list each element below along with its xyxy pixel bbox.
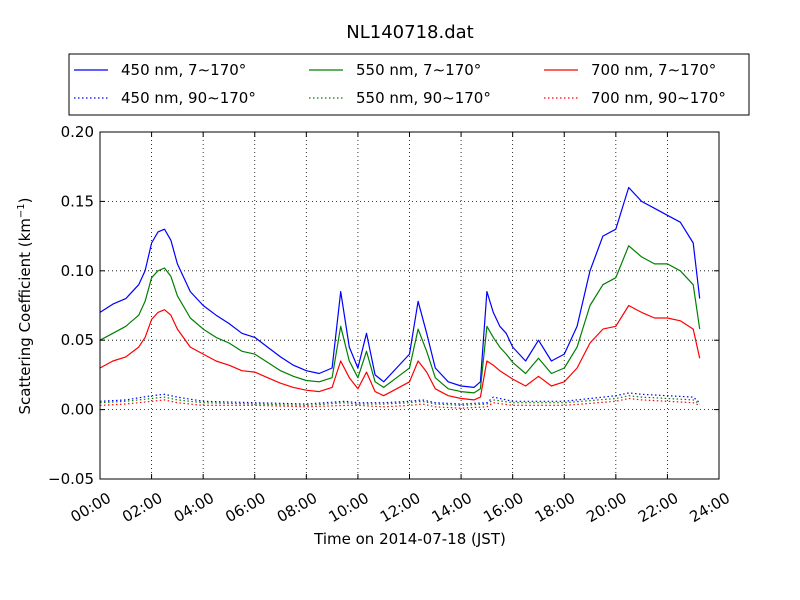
legend-box bbox=[68, 53, 750, 116]
series-lines bbox=[99, 186, 701, 409]
legend-label: 450 nm, 7∼170° bbox=[121, 61, 246, 79]
series-line-2 bbox=[99, 304, 701, 401]
legend: 450 nm, 7∼170° 450 nm, 90∼170° 550 nm, 7∼1… bbox=[68, 53, 750, 116]
y-axis-label-superscript: −1 bbox=[16, 203, 27, 218]
y-tick-label: 0.05 bbox=[61, 331, 94, 349]
y-axis-label: Scattering Coefficient (km−1) bbox=[16, 197, 34, 414]
y-tick-labels: −0.05 0.00 0.05 0.10 0.15 0.20 bbox=[48, 123, 94, 488]
axis-ticks bbox=[99, 131, 720, 480]
y-tick-label: 0.20 bbox=[61, 123, 94, 141]
y-tick-label: 0.15 bbox=[61, 192, 94, 210]
x-axis-label: Time on 2014-07-18 (JST) bbox=[313, 530, 506, 548]
chart-title: NL140718.dat bbox=[346, 22, 473, 43]
y-tick-label: 0.10 bbox=[61, 262, 94, 280]
legend-label: 700 nm, 90∼170° bbox=[591, 89, 726, 107]
series-line-1 bbox=[99, 245, 701, 394]
y-tick-label: 0.00 bbox=[61, 401, 94, 419]
y-axis-label-main: Scattering Coefficient (km bbox=[16, 218, 34, 414]
legend-label: 450 nm, 90∼170° bbox=[121, 89, 256, 107]
y-tick-label: −0.05 bbox=[48, 470, 94, 488]
legend-label: 550 nm, 7∼170° bbox=[356, 61, 481, 79]
plot-area bbox=[99, 131, 720, 480]
series-line-0 bbox=[99, 186, 701, 388]
y-axis-label-end: ) bbox=[16, 197, 34, 203]
legend-label: 700 nm, 7∼170° bbox=[591, 61, 716, 79]
legend-label: 550 nm, 90∼170° bbox=[356, 89, 491, 107]
